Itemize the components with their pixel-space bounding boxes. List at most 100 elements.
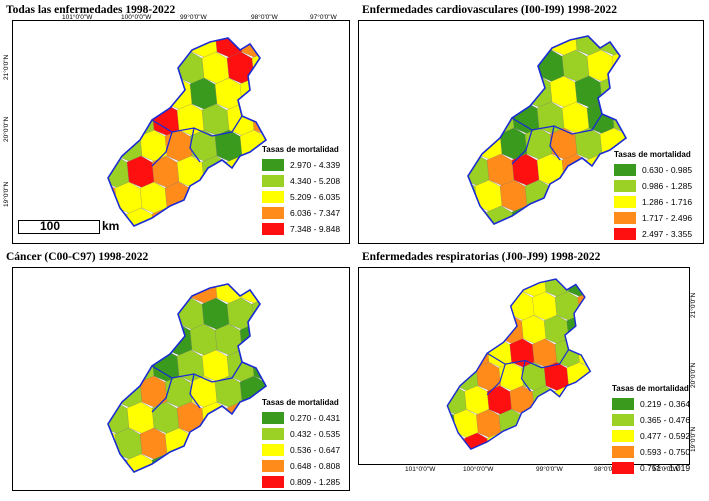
municipality-region: [108, 284, 121, 305]
legend-item: 0.536 - 0.647: [262, 442, 340, 458]
municipality-region: [251, 297, 266, 331]
state-border: [107, 283, 268, 473]
municipality-region: [577, 432, 591, 450]
municipality-region: [474, 75, 506, 109]
legend-item: 0.593 - 0.750: [612, 444, 690, 460]
municipality-region: [108, 129, 121, 163]
legend-title: Tasas de mortalidad: [262, 145, 339, 154]
municipality-region: [151, 207, 183, 226]
inner-border: [486, 349, 570, 396]
municipality-region: [599, 36, 626, 57]
municipality-region: [474, 36, 506, 57]
municipality-region: [566, 362, 591, 392]
municipality-region: [476, 279, 504, 298]
municipality-region: [468, 36, 481, 57]
lon-tick: 97°0'0"W: [310, 14, 337, 21]
legend-title: Tasas de mortalidad: [262, 398, 339, 407]
municipality-region: [139, 284, 171, 305]
legend-label: 4.340 - 5.208: [290, 176, 341, 186]
inner-border: [151, 361, 243, 413]
municipality-region: [139, 77, 171, 111]
legend-item: 0.477 - 0.592: [612, 428, 690, 444]
lon-tick: 98°0'0"W: [594, 466, 621, 473]
lon-tick: 100°0'0"W: [463, 466, 494, 473]
municipality-region: [464, 291, 492, 321]
municipality-region: [561, 205, 593, 224]
legend-label: 2.497 - 3.355: [642, 229, 693, 239]
municipality-region: [499, 36, 531, 57]
municipality-region: [586, 153, 618, 187]
municipality-region: [126, 51, 158, 85]
municipality-region: [139, 323, 171, 357]
legend: Tasas de mortalidad 0.270 - 0.431 0.432 …: [262, 398, 340, 490]
legend-item: 0.219 - 0.364: [612, 396, 690, 412]
municipality-region: [566, 409, 591, 439]
municipality-region: [108, 375, 121, 409]
municipality-region: [521, 409, 549, 439]
municipality-region: [114, 38, 146, 59]
municipality-region: [201, 207, 233, 226]
municipality-region: [108, 103, 133, 137]
legend-item: 5.209 - 6.035: [262, 189, 340, 205]
lon-tick: 98°0'0"W: [251, 14, 278, 21]
municipality-region: [176, 453, 208, 472]
state-border: [446, 278, 592, 451]
legend-item: 2.970 - 4.339: [262, 157, 340, 173]
lon-tick: 101°0'0"W: [62, 14, 93, 21]
municipality-region: [499, 75, 531, 109]
panel-title: Todas las enfermedades 1998-2022: [6, 4, 176, 16]
municipality-region: [486, 49, 518, 83]
municipality-region: [532, 432, 560, 450]
legend-title: Tasas de mortalidad: [614, 150, 691, 159]
municipality-region: [126, 297, 158, 331]
municipality-region: [574, 179, 606, 213]
lon-tick: 99°0'0"W: [536, 466, 563, 473]
municipality-region: [176, 401, 208, 435]
legend-item: 0.809 - 1.285: [262, 474, 340, 490]
municipality-region: [549, 179, 581, 213]
municipality-region: [108, 51, 133, 85]
municipality-region: [561, 153, 593, 187]
municipality-region: [468, 49, 493, 83]
state-border: [107, 37, 268, 227]
legend-label: 0.477 - 0.592: [640, 431, 691, 441]
municipality-region: [453, 279, 481, 298]
municipality-region: [554, 432, 583, 450]
legend-label: 0.593 - 0.750: [640, 447, 691, 457]
scale-value: 100: [40, 219, 61, 233]
inner-border: [151, 115, 243, 167]
municipality-region: [476, 315, 504, 345]
lat-tick: 21°0'0"N: [690, 292, 697, 318]
municipality-region: [536, 153, 568, 187]
legend-label: 0.432 - 0.535: [290, 429, 341, 439]
municipality-region: [108, 38, 121, 59]
choropleth-map: [446, 278, 592, 451]
municipality-region: [189, 181, 221, 215]
municipality-region: [226, 401, 258, 435]
municipality-region: [226, 453, 258, 472]
municipality-region: [554, 385, 583, 415]
lon-tick: 99°0'0"W: [180, 14, 207, 21]
municipality-region: [536, 205, 568, 224]
municipality-region: [108, 77, 121, 111]
municipality-region: [214, 181, 246, 215]
municipality-region: [114, 284, 146, 305]
municipality-region: [468, 127, 481, 161]
municipality-region: [453, 315, 481, 345]
legend-label: 0.751 - 1.019: [640, 463, 691, 473]
municipality-region: [201, 155, 233, 189]
municipality-region: [226, 207, 258, 226]
choropleth-map: [107, 37, 268, 227]
legend-item: 0.648 - 0.808: [262, 458, 340, 474]
municipality-region: [447, 338, 470, 368]
municipality-region: [468, 75, 481, 109]
lat-tick: 20°0'0"N: [690, 362, 697, 388]
legend-label: 2.970 - 4.339: [290, 160, 341, 170]
legend-label: 0.648 - 0.808: [290, 461, 341, 471]
state-border: [467, 35, 628, 225]
lon-tick: 101°0'0"W: [405, 466, 436, 473]
municipality-region: [509, 385, 538, 415]
legend-item: 1.286 - 1.716: [614, 194, 692, 210]
lat-tick: 19°0'0"N: [3, 181, 10, 207]
legend-item: 0.986 - 1.285: [614, 178, 692, 194]
